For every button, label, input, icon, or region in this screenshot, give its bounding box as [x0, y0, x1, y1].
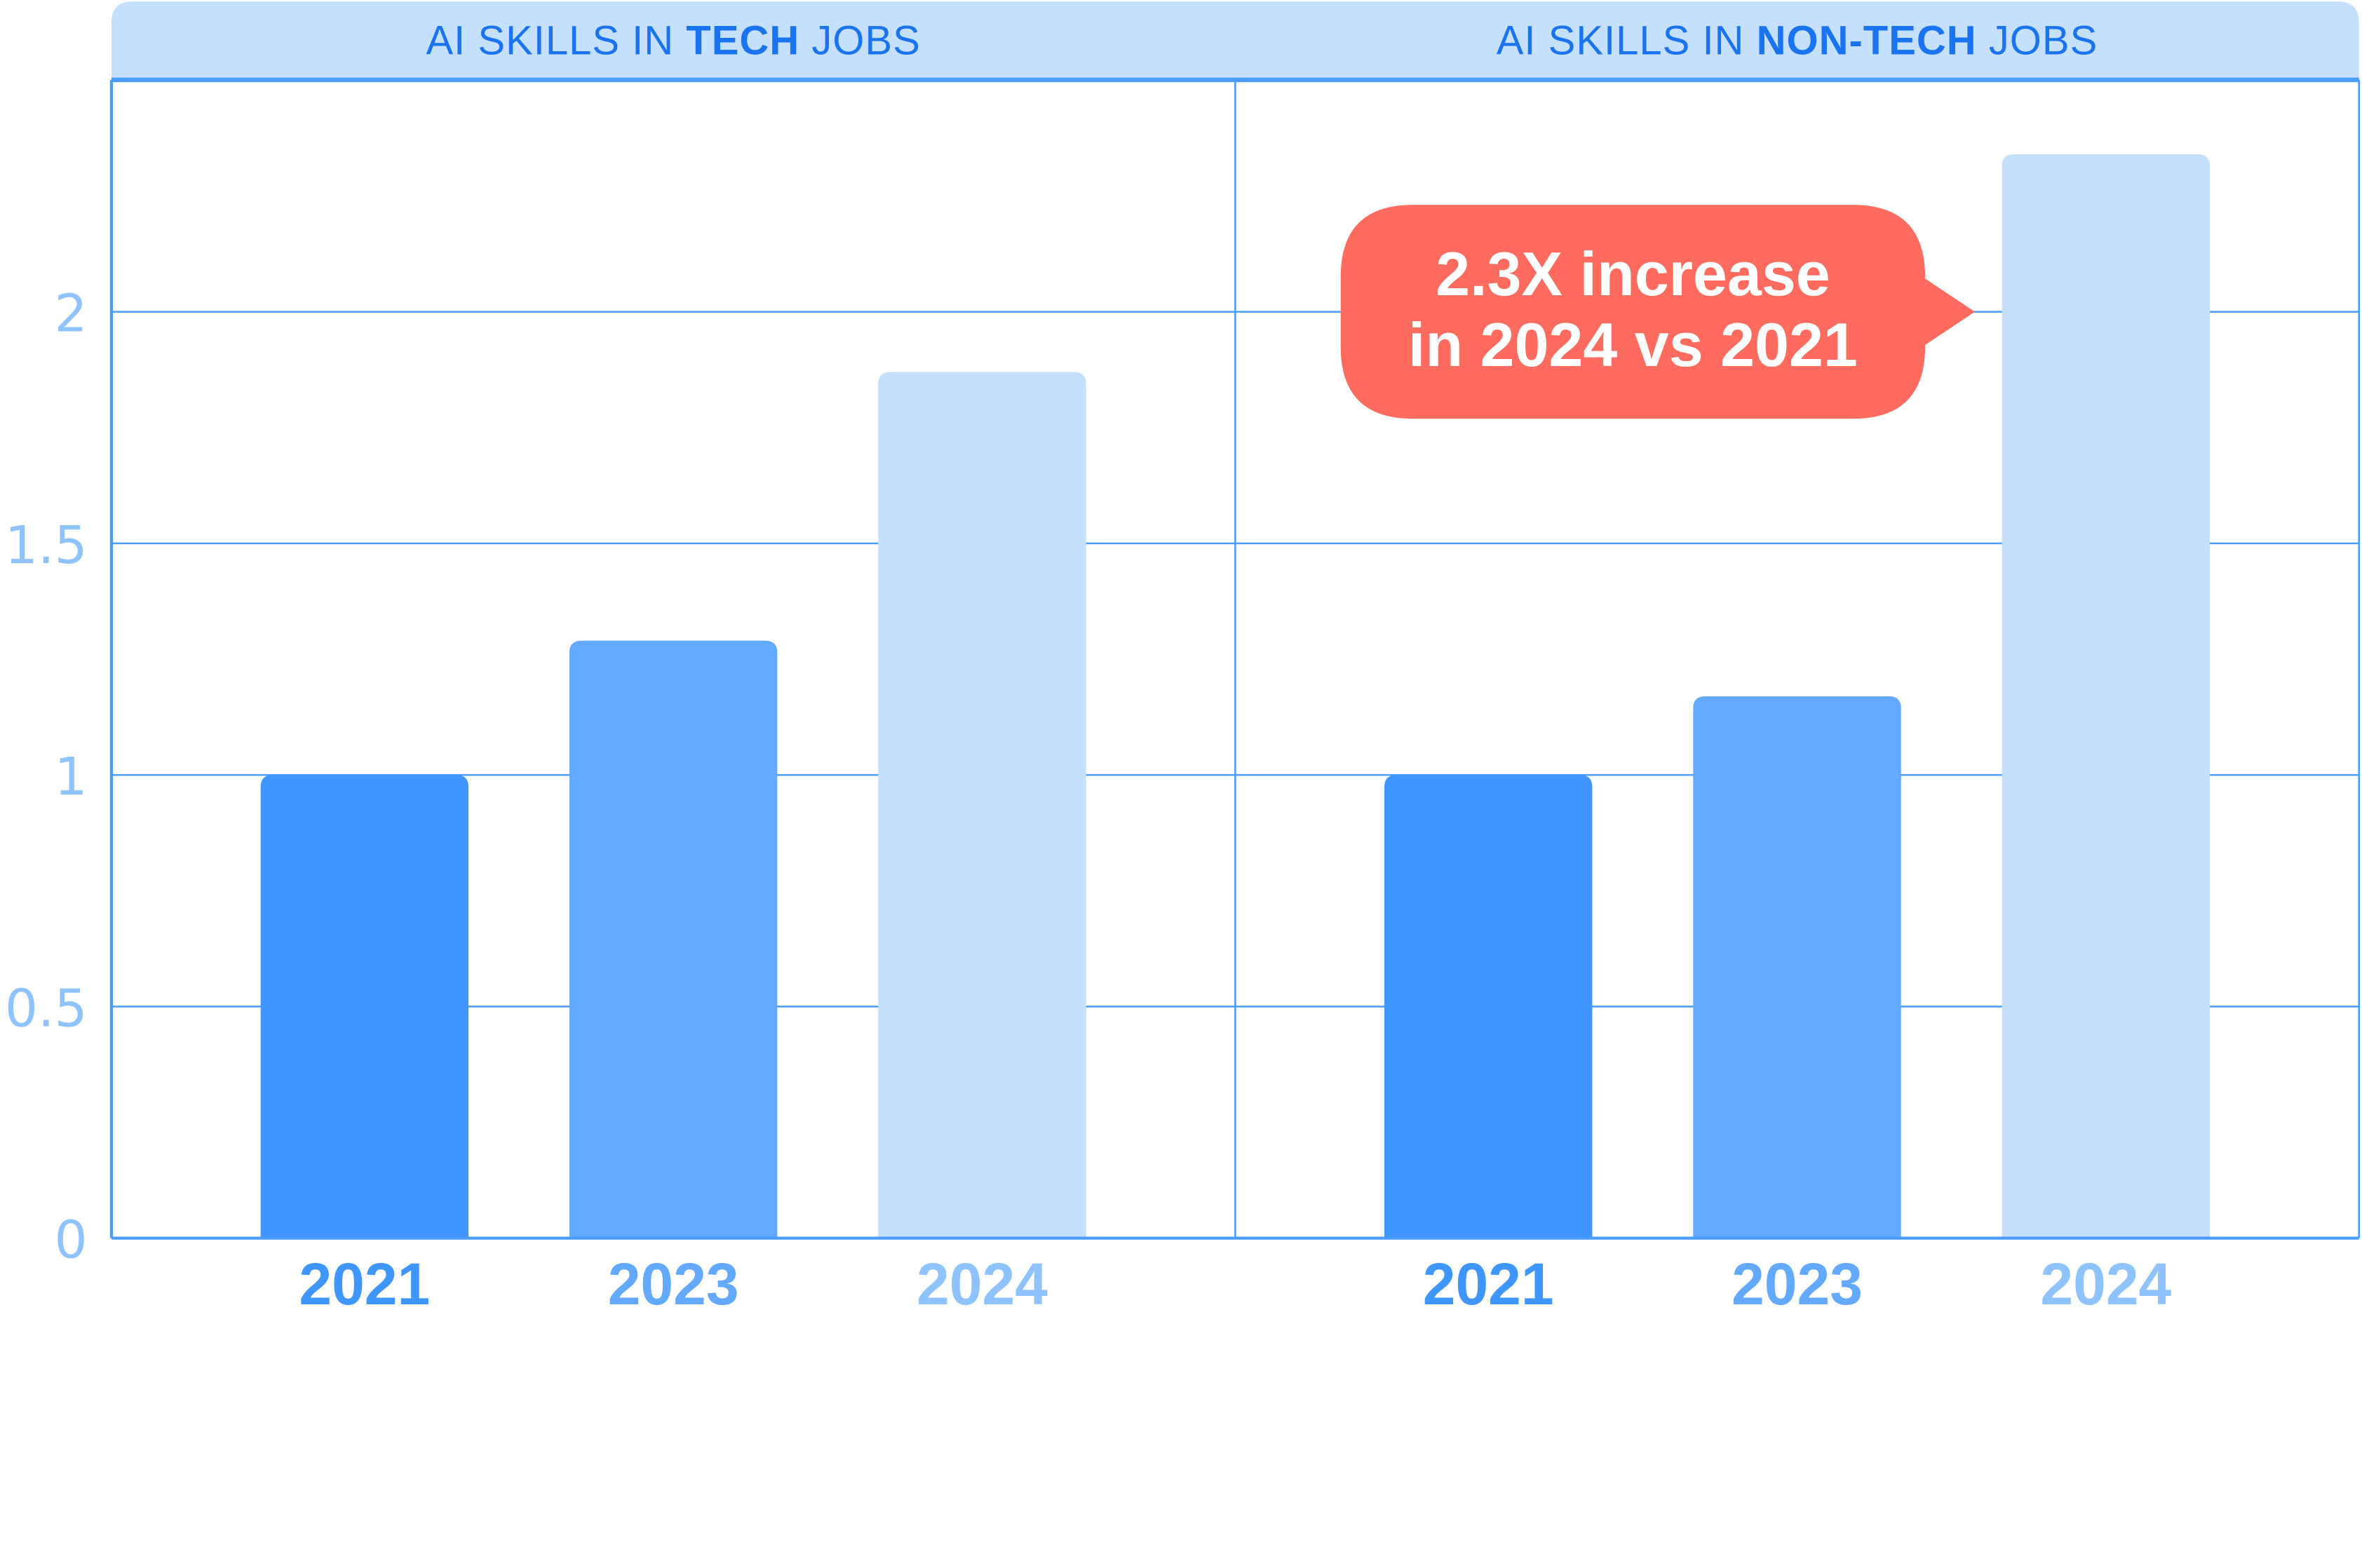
panel-title-emphasis: TECH — [686, 18, 799, 63]
panel-title-non-tech: AI SKILLS IN NON-TECH JOBS — [1497, 18, 2098, 63]
y-tick-label: 1.5 — [5, 515, 88, 576]
x-tick-label: 2024 — [917, 1251, 1048, 1317]
y-tick-label: 0 — [54, 1210, 87, 1271]
bar-2021 — [1384, 775, 1593, 1238]
callout-text-line-2: in 2024 vs 2021 — [1408, 310, 1858, 379]
bar-2024 — [878, 372, 1086, 1238]
x-tick-label: 2024 — [2040, 1251, 2171, 1317]
callout-text-line-1: 2.3X increase — [1436, 239, 1830, 309]
y-axis-ticks: 0 0.5 1 1.5 2 — [5, 284, 88, 1271]
bar-2023 — [1693, 696, 1901, 1238]
bar-2023 — [569, 640, 778, 1238]
panel-title-prefix: AI SKILLS IN — [1497, 18, 1757, 63]
plot-frame — [109, 79, 2360, 1240]
y-tick-label: 2 — [54, 284, 87, 344]
callout-annotation: 2.3X increase in 2024 vs 2021 — [1340, 205, 1975, 419]
x-tick-label: 2023 — [1732, 1251, 1863, 1317]
x-tick-label: 2023 — [608, 1251, 739, 1317]
callout-bubble — [1340, 205, 1975, 419]
panel-title-suffix: JOBS — [1977, 18, 2098, 63]
bar-2021 — [260, 775, 469, 1238]
y-tick-label: 0.5 — [5, 978, 88, 1039]
x-tick-label: 2021 — [299, 1251, 430, 1317]
panel-title-prefix: AI SKILLS IN — [426, 18, 686, 63]
bars — [260, 154, 2211, 1238]
panel-title-suffix: JOBS — [799, 18, 921, 63]
panel-title-tech: AI SKILLS IN TECH JOBS — [426, 18, 920, 63]
header-band — [111, 1, 2359, 80]
panel-title-emphasis: NON-TECH — [1757, 18, 1977, 63]
y-tick-label: 1 — [54, 747, 87, 807]
bar-2024 — [2002, 154, 2211, 1238]
x-axis-ticks: 2021 2023 2024 2021 2023 2024 — [299, 1251, 2171, 1317]
x-tick-label: 2021 — [1423, 1251, 1554, 1317]
